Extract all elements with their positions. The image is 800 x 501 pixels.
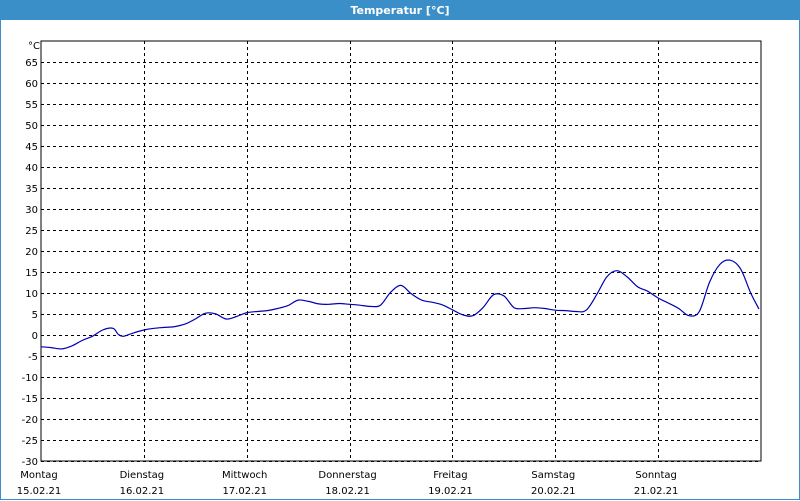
y-tick-label: 20 — [25, 247, 38, 258]
y-tick-label: 5 — [32, 310, 38, 321]
x-tick-day-label: Donnerstag — [318, 470, 376, 481]
y-tick-label: 60 — [25, 79, 38, 90]
x-tick-date-label: 17.02.21 — [222, 486, 267, 497]
y-tick-label: -10 — [22, 373, 38, 384]
y-axis-unit-label: °C — [28, 41, 40, 52]
plot-frame — [40, 40, 762, 462]
x-tick-day-label: Montag — [20, 470, 57, 481]
x-tick-date-label: 15.02.21 — [17, 486, 62, 497]
grid — [41, 41, 761, 462]
series-layer — [40, 259, 760, 350]
x-tick-date-label: 20.02.21 — [531, 486, 576, 497]
x-tick-day-label: Sonntag — [635, 470, 677, 481]
temperature-series-line — [40, 259, 760, 350]
y-tick-label: 40 — [25, 163, 38, 174]
y-tick-label: 15 — [25, 268, 38, 279]
y-tick-label: 45 — [25, 142, 38, 153]
x-tick-date-label: 18.02.21 — [325, 486, 370, 497]
x-tick-day-label: Samstag — [531, 470, 575, 481]
y-tick-label: 10 — [25, 289, 38, 300]
y-tick-label: 55 — [25, 100, 38, 111]
x-tick-date-label: 16.02.21 — [120, 486, 165, 497]
y-tick-labels: 65605550454035302520151050-5-10-15-20-25… — [22, 58, 38, 468]
y-tick-label: 0 — [32, 331, 38, 342]
x-tick-day-label: Mittwoch — [222, 470, 267, 481]
y-tick-label: 25 — [25, 226, 38, 237]
y-tick-label: -30 — [22, 457, 38, 468]
x-tick-day-label: Dienstag — [120, 470, 165, 481]
y-tick-label: -20 — [22, 415, 38, 426]
y-tick-label: 30 — [25, 205, 38, 216]
y-tick-label: 50 — [25, 121, 38, 132]
y-tick-label: 35 — [25, 184, 38, 195]
x-tick-day-label: Freitag — [433, 470, 467, 481]
y-tick-label: -25 — [22, 436, 38, 447]
chart-title: Temperatur [°C] — [1, 1, 799, 20]
x-tick-labels: Montag 15.02.21 Dienstag 16.02.21 Mittwoch 17… — [17, 470, 679, 497]
x-tick-date-label: 21.02.21 — [634, 486, 679, 497]
y-tick-label: -15 — [22, 394, 38, 405]
y-tick-label: 65 — [25, 58, 38, 69]
x-tick-date-label: 19.02.21 — [428, 486, 473, 497]
y-tick-label: -5 — [28, 352, 38, 363]
